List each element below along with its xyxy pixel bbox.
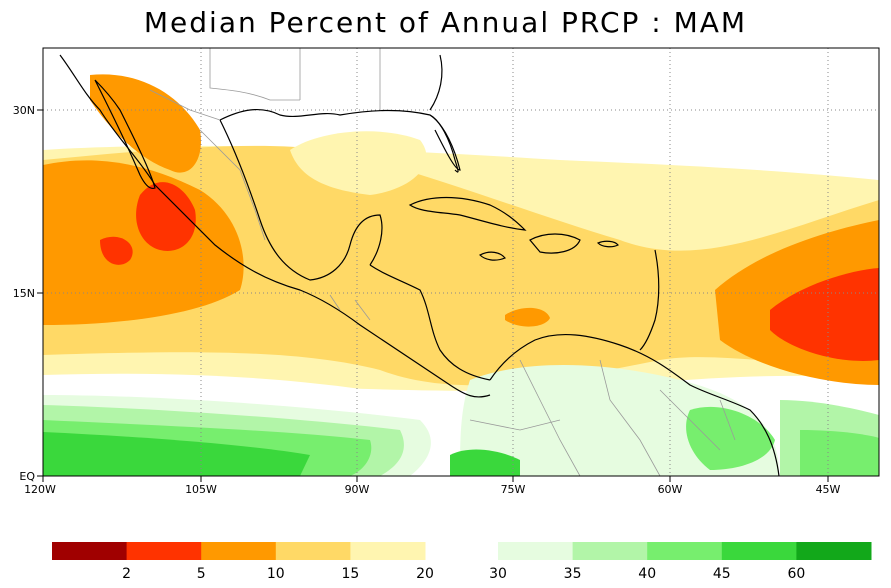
legend-swatch: [721, 542, 797, 560]
x-axis-labels: 120W 105W 90W 75W 60W 45W: [24, 483, 840, 496]
y-axis-labels: 30N 15N EQ: [13, 104, 36, 483]
legend-swatch: [350, 542, 426, 560]
political-borders: [149, 48, 736, 476]
legend-tick-label: 60: [787, 566, 805, 582]
legend-swatch: [52, 542, 128, 560]
x-label-120w: 120W: [24, 483, 56, 496]
legend-swatch: [796, 542, 872, 560]
legend-tick-label: 15: [341, 566, 359, 582]
legend-swatch: [126, 542, 202, 560]
map-border: [42, 47, 880, 477]
legend-swatch: [498, 542, 574, 560]
legend-tick-label: 20: [416, 566, 434, 582]
legend-swatch: [647, 542, 723, 560]
y-label-eq: EQ: [19, 470, 35, 483]
legend-tick-label: 10: [267, 566, 285, 582]
x-label-90w: 90W: [345, 483, 370, 496]
legend-tick-label: 40: [638, 566, 656, 582]
legend-tick-label: 5: [197, 566, 206, 582]
lat-lon-grid: [43, 48, 879, 476]
axis-ticks: [37, 109, 829, 482]
legend-tick-label: 30: [489, 566, 507, 582]
legend-tick-label: 2: [122, 566, 131, 582]
x-label-45w: 45W: [816, 483, 841, 496]
legend-colorbar: 2 5 10 15 20 30 35 40 45 60: [52, 542, 872, 582]
map-title: Median Percent of Annual PRCP : MAM: [143, 6, 748, 39]
y-label-15n: 15N: [13, 287, 35, 300]
legend-tick-label: 35: [564, 566, 582, 582]
legend-swatch: [572, 542, 648, 560]
x-label-105w: 105W: [185, 483, 217, 496]
legend-swatch: [275, 542, 351, 560]
legend-swatch: [201, 542, 277, 560]
map-frame: [43, 48, 879, 476]
coastlines: [59, 54, 780, 476]
y-label-30n: 30N: [13, 104, 35, 117]
x-label-60w: 60W: [658, 483, 683, 496]
x-label-75w: 75W: [501, 483, 526, 496]
legend-tick-label: 45: [713, 566, 731, 582]
